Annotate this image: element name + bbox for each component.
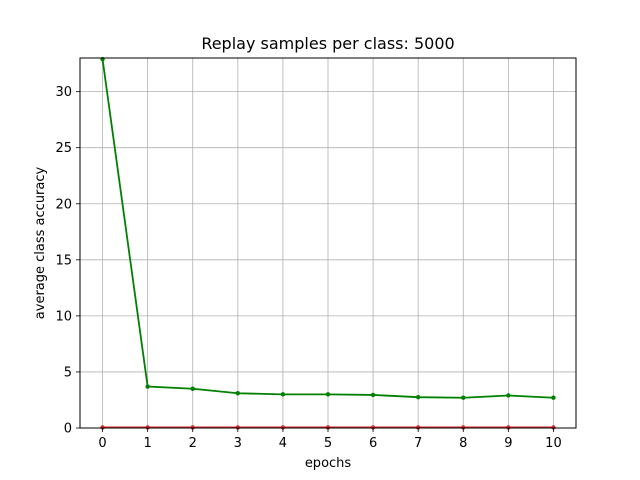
grid: [80, 58, 576, 429]
chart-title: Replay samples per class: 5000: [201, 34, 454, 53]
y-tick-label: 0: [64, 422, 72, 437]
y-tick-label: 30: [55, 85, 72, 100]
series-1-point: [190, 425, 195, 430]
x-tick-label: 6: [369, 436, 377, 451]
series-0: [100, 56, 556, 400]
series-0-point: [235, 391, 241, 396]
y-tick-label: 15: [55, 253, 72, 268]
series-0-point: [325, 392, 331, 397]
x-tick-label: 1: [143, 436, 151, 451]
x-tick-label: 0: [98, 436, 106, 451]
x-tick-label: 5: [324, 436, 332, 451]
y-tick-label: 5: [64, 365, 72, 380]
series-layer: [100, 56, 556, 430]
x-tick-label: 7: [414, 436, 422, 451]
series-1-point: [145, 425, 150, 430]
series-0-point: [190, 386, 195, 391]
series-1: [100, 425, 556, 430]
y-tick-label: 25: [55, 141, 72, 156]
series-1-point: [280, 425, 286, 430]
x-tick-label: 2: [189, 436, 197, 451]
series-1-point: [415, 425, 421, 430]
series-1-point: [325, 425, 331, 430]
series-0-point: [415, 394, 421, 400]
series-0-point: [280, 392, 286, 397]
series-1-point: [235, 425, 241, 430]
x-axis: 0 1 2 3 4 5 6 7 8 9 10: [98, 428, 562, 451]
x-axis-label: epochs: [305, 456, 352, 471]
series-1-point: [461, 425, 466, 430]
y-axis-label: average class accuracy: [33, 166, 48, 319]
series-0-point: [145, 384, 150, 389]
x-tick-label: 10: [545, 436, 562, 451]
x-tick-label: 8: [459, 436, 467, 451]
series-0-point: [506, 393, 511, 398]
series-0-point: [370, 392, 376, 398]
x-tick-label: 4: [279, 436, 287, 451]
series-1-point: [551, 425, 556, 430]
x-tick-label: 3: [234, 436, 242, 451]
y-tick-label: 10: [55, 309, 72, 324]
series-1-point: [506, 425, 511, 430]
series-1-point: [370, 425, 376, 430]
series-1-point: [100, 425, 105, 430]
y-axis: 0 5 10 15 20 25 30: [55, 85, 80, 437]
series-0-point: [551, 395, 556, 400]
y-tick-label: 20: [55, 197, 72, 212]
series-0-point: [461, 395, 466, 400]
x-tick-label: 9: [504, 436, 512, 451]
